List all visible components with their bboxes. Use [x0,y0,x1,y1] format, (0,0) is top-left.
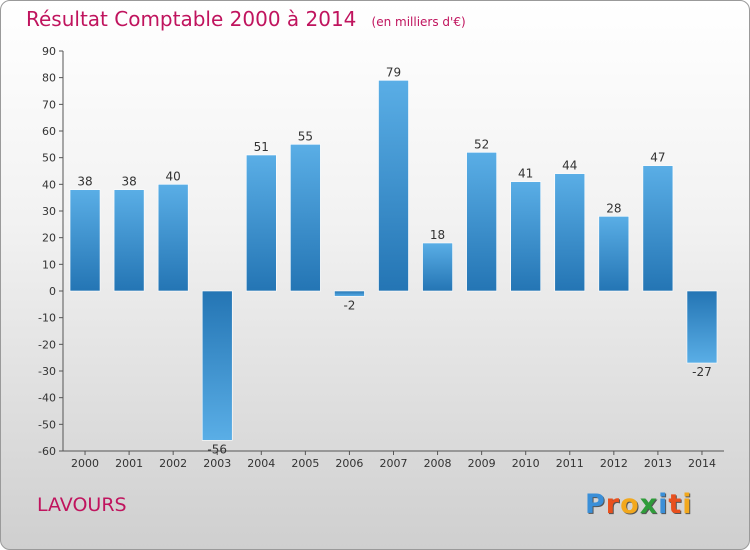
bar-2008[interactable] [422,242,453,292]
data-label: 52 [474,137,489,151]
y-tick-label: -20 [38,338,56,351]
x-tick-label: 2012 [600,457,628,470]
x-tick-label: 2004 [247,457,275,470]
y-tick-label: 30 [42,205,56,218]
data-label: 55 [298,129,313,143]
proxiti-logo[interactable]: Proxiti [585,489,693,520]
data-label: 38 [121,175,136,189]
commune-name: LAVOURS [37,494,127,516]
data-label: 28 [606,201,621,215]
data-label: 41 [518,167,533,181]
bar-2002[interactable] [157,184,189,292]
x-tick-label: 2009 [468,457,496,470]
y-tick-label: 10 [42,258,56,271]
data-label: -56 [207,442,227,456]
bar-2004[interactable] [246,154,277,292]
x-tick-label: 2006 [335,457,363,470]
y-tick-label: 0 [49,285,56,298]
y-tick-label: -40 [38,392,56,405]
data-label: 38 [77,175,92,189]
logo-letter: i [682,489,693,520]
logo-letter: r [605,489,621,520]
bar-2001[interactable] [113,189,145,292]
x-tick-label: 2003 [203,457,231,470]
logo-letter: t [668,489,683,520]
y-tick-label: 70 [42,98,56,111]
bar-2013[interactable] [642,165,674,292]
data-label: -27 [692,365,712,379]
bar-2006[interactable] [334,290,365,297]
y-tick-label: -50 [38,418,56,431]
y-tick-label: 40 [42,178,56,191]
x-tick-label: 2007 [380,457,408,470]
y-tick-label: -30 [38,365,56,378]
x-tick-label: 2011 [556,457,584,470]
x-tick-label: 2001 [115,457,143,470]
bar-2014[interactable] [686,290,718,364]
x-tick-label: 2005 [291,457,319,470]
bar-2011[interactable] [554,173,586,292]
y-tick-label: 60 [42,125,56,138]
y-tick-label: -60 [38,445,56,458]
y-tick-label: 90 [42,45,56,58]
y-tick-label: 20 [42,232,56,245]
chart-unit: (en milliers d'€) [371,15,466,29]
bar-2000[interactable] [69,189,101,292]
logo-letter: o [620,489,640,520]
y-tick-label: 50 [42,152,56,165]
x-tick-label: 2014 [688,457,716,470]
logo-letter: x [639,489,659,520]
data-label: 79 [386,65,401,79]
bar-2005[interactable] [290,144,321,292]
data-label: 44 [562,159,577,173]
data-label: 51 [254,140,269,154]
bar-2003[interactable] [201,290,233,441]
x-tick-label: 2013 [644,457,672,470]
x-tick-label: 2010 [512,457,540,470]
y-tick-label: -10 [38,312,56,325]
logo-letter: P [585,489,606,520]
data-label: 47 [650,151,665,165]
data-label: 40 [166,169,181,183]
x-tick-label: 2008 [424,457,452,470]
bar-2010[interactable] [510,181,542,292]
chart-title: Résultat Comptable 2000 à 2014 [26,7,357,31]
data-label: -2 [343,298,355,312]
y-tick-label: 80 [42,72,56,85]
bar-2007[interactable] [378,80,409,292]
bar-2012[interactable] [598,216,630,292]
x-tick-label: 2000 [71,457,99,470]
x-tick-label: 2002 [159,457,187,470]
bar-2009[interactable] [466,152,497,292]
data-label: 18 [430,228,445,242]
chart-title-row: Résultat Comptable 2000 à 2014 (en milli… [26,7,466,31]
logo-letter: i [658,489,669,520]
